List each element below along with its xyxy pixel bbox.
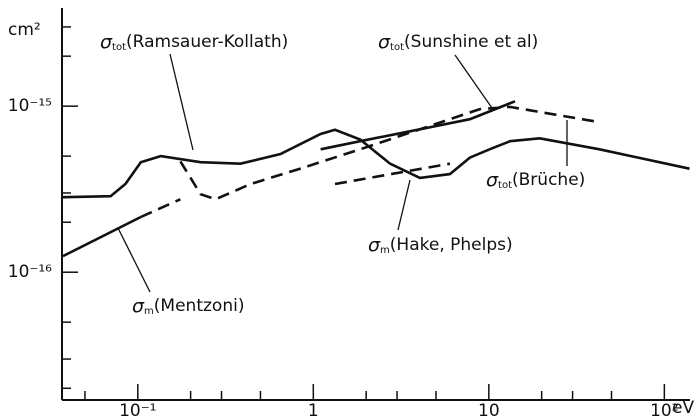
series-label-name: (Hake, Phelps) <box>390 235 513 255</box>
x-tick-label: 10 <box>478 401 500 419</box>
series-label-name: (Ramsauer-Kollath) <box>126 32 288 52</box>
data-line <box>140 198 181 219</box>
data-line <box>62 215 142 258</box>
data-line <box>320 100 516 151</box>
data-line <box>489 136 690 170</box>
series-label-symbol: σ <box>100 31 113 53</box>
series-label-subscript: tot <box>498 180 512 191</box>
series-label: σm(Mentzoni) <box>132 295 244 318</box>
series-label: σm(Hake, Phelps) <box>368 234 513 257</box>
series-label-symbol: σ <box>486 169 499 191</box>
series-label: σtot(Ramsauer-Kollath) <box>100 31 288 54</box>
series-label-symbol: σ <box>132 295 145 317</box>
x-tick-label: 1 <box>308 401 319 419</box>
series-label-symbol: σ <box>368 234 381 256</box>
annotation-pointer <box>454 54 493 109</box>
data-line <box>62 128 491 199</box>
series-label-name: (Brüche) <box>512 170 585 190</box>
data-line <box>334 162 451 186</box>
series-label-subscript: m <box>380 245 390 256</box>
series-label-name: (Mentzoni) <box>154 296 245 316</box>
series-label: σtot(Brüche) <box>486 169 585 192</box>
y-axis-label: cm² <box>8 20 41 40</box>
x-tick-label: 10⁻¹ <box>119 401 156 419</box>
series-label-subscript: m <box>144 306 154 317</box>
series-label-subscript: tot <box>112 42 126 53</box>
annotation-pointer <box>117 227 151 293</box>
series-label-name: (Sunshine et al) <box>404 32 538 52</box>
series-label: σtot(Sunshine et al) <box>378 31 538 54</box>
y-tick-label: 10⁻¹⁶ <box>8 262 52 282</box>
series-label-symbol: σ <box>378 31 391 53</box>
annotation-pointer <box>169 53 194 151</box>
y-tick-label: 10⁻¹⁵ <box>8 96 52 116</box>
x-tick-label: 10² <box>650 401 678 419</box>
series-label-subscript: tot <box>390 42 404 53</box>
x-axis-label: eV <box>672 398 694 418</box>
annotation-pointer <box>397 179 411 231</box>
